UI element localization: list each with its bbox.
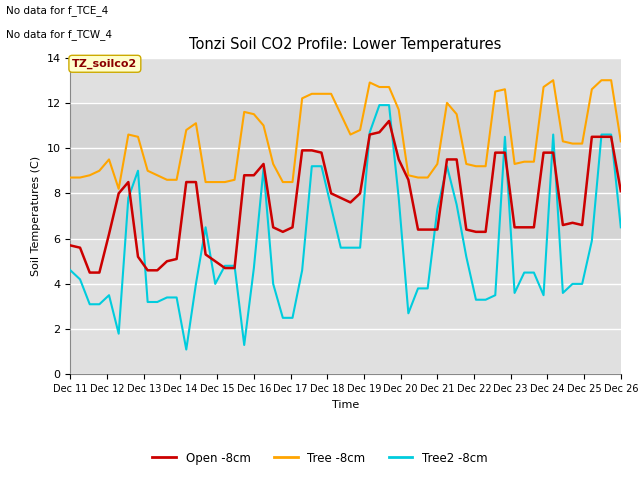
Legend: Open -8cm, Tree -8cm, Tree2 -8cm: Open -8cm, Tree -8cm, Tree2 -8cm <box>148 447 492 469</box>
Y-axis label: Soil Temperatures (C): Soil Temperatures (C) <box>31 156 41 276</box>
Bar <box>70 103 621 239</box>
Text: No data for f_TCE_4: No data for f_TCE_4 <box>6 5 109 16</box>
Text: TZ_soilco2: TZ_soilco2 <box>72 59 138 69</box>
Text: No data for f_TCW_4: No data for f_TCW_4 <box>6 29 113 40</box>
Title: Tonzi Soil CO2 Profile: Lower Temperatures: Tonzi Soil CO2 Profile: Lower Temperatur… <box>189 37 502 52</box>
X-axis label: Time: Time <box>332 400 359 409</box>
